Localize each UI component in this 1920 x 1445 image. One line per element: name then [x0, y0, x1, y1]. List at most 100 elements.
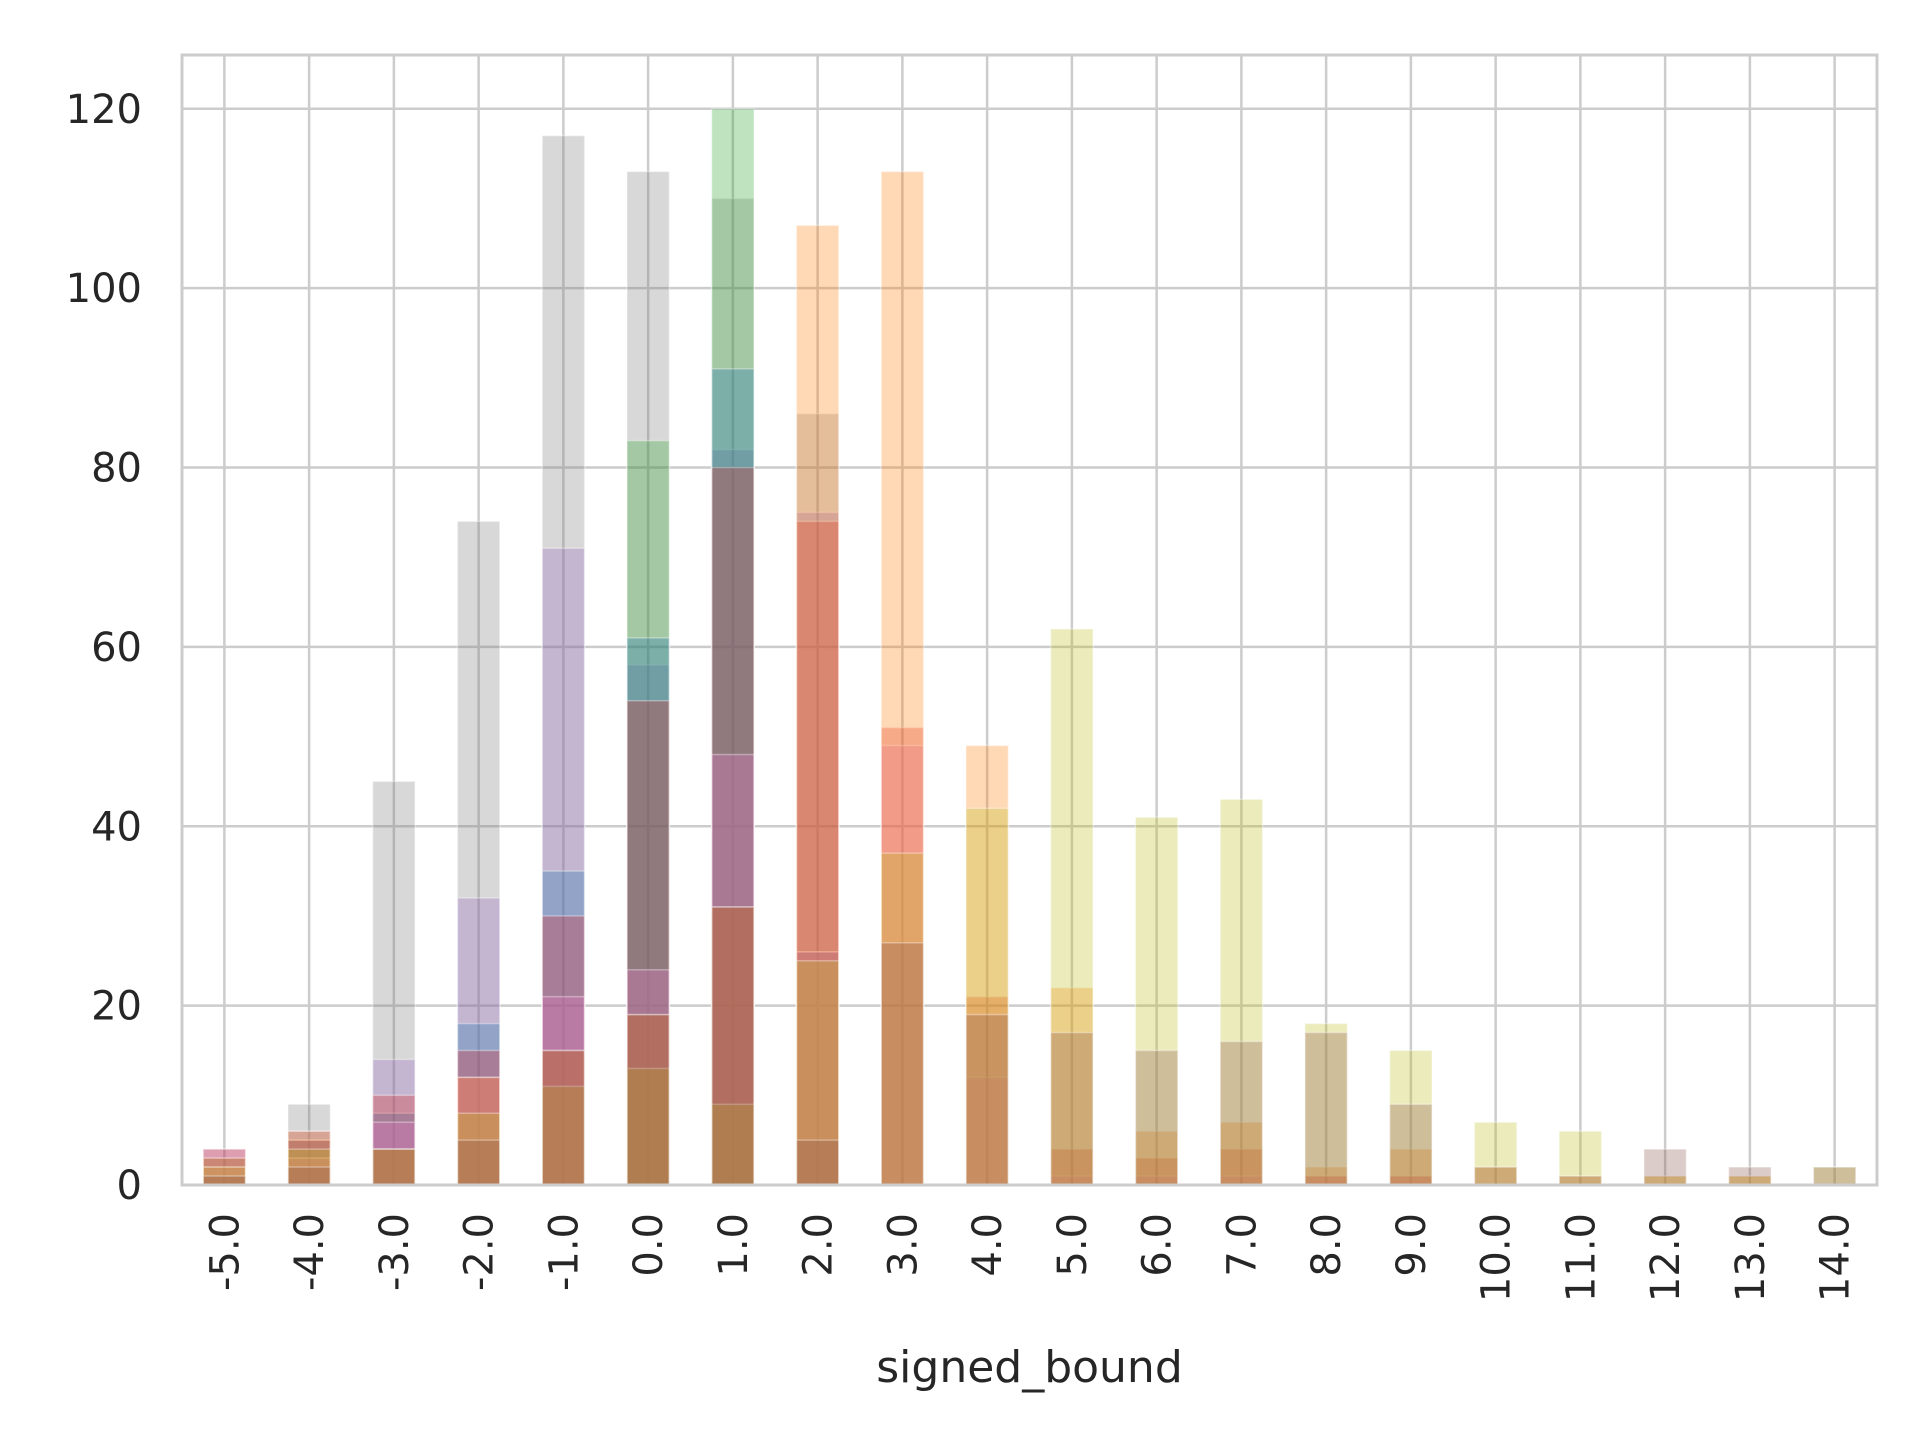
bar [965, 995, 1010, 1186]
bar [710, 1103, 755, 1186]
x-tick-label: -1.0 [541, 1213, 587, 1291]
bar [371, 1148, 416, 1186]
x-tick-label: 7.0 [1219, 1213, 1265, 1277]
bar [1473, 1166, 1518, 1186]
bar [1812, 1166, 1857, 1186]
bar-series [202, 134, 840, 1186]
bar [795, 951, 840, 1186]
bar [710, 108, 755, 1186]
bar [371, 1121, 416, 1186]
bar [202, 1148, 247, 1186]
bar [626, 439, 671, 1186]
x-tick-labels: -5.0 -4.0 -3.0 -2.0 -1.0 0.0 1.0 2.0 3.0 4.0 5.0 6.… [202, 1213, 1858, 1302]
x-tick-label: 8.0 [1304, 1213, 1350, 1277]
x-tick-label: 6.0 [1135, 1213, 1181, 1277]
bar [880, 744, 925, 1186]
y-tick-label: 0 [117, 1163, 142, 1209]
bar [1134, 816, 1179, 1186]
x-axis-label: signed_bound [876, 1342, 1183, 1393]
bar-series [202, 628, 1857, 1186]
bar [795, 1139, 840, 1186]
y-tick-label: 120 [66, 87, 142, 133]
bar [795, 520, 840, 1186]
bar-series [626, 108, 755, 1186]
x-tick-label: 3.0 [880, 1213, 926, 1277]
y-tick-labels: 0 20 40 60 80 100 120 [66, 87, 142, 1209]
bar [287, 1130, 332, 1186]
x-tick-label: -4.0 [287, 1213, 333, 1291]
bar-series [202, 744, 1433, 1186]
bar [1219, 1040, 1264, 1186]
bar [626, 637, 671, 1186]
bar [287, 1139, 332, 1186]
y-tick-label: 20 [91, 984, 142, 1030]
bar [287, 1157, 332, 1186]
bar [626, 1067, 671, 1186]
bar [626, 969, 671, 1186]
bar [541, 995, 586, 1186]
x-tick-label: 9.0 [1389, 1213, 1435, 1277]
bar [880, 942, 925, 1186]
bar [541, 870, 586, 1186]
bar [710, 368, 755, 1186]
bar [456, 897, 501, 1186]
bar-series [202, 906, 1857, 1186]
bar [626, 664, 671, 1186]
x-tick-label: 14.0 [1813, 1213, 1859, 1302]
bar [371, 1094, 416, 1186]
bar [626, 1013, 671, 1186]
bar [202, 1157, 247, 1186]
bar [795, 412, 840, 1186]
bar [371, 780, 416, 1186]
bar [1643, 1148, 1688, 1186]
bar [541, 134, 586, 1186]
bar [1219, 1148, 1264, 1186]
bar [965, 744, 1010, 1186]
bar [1049, 1031, 1094, 1186]
bar [1134, 1157, 1179, 1186]
y-tick-label: 60 [91, 625, 142, 671]
bar [710, 466, 755, 1186]
bar [1388, 1049, 1433, 1186]
bar [1304, 1031, 1349, 1186]
bar [287, 1166, 332, 1186]
bar [456, 1139, 501, 1186]
bar [287, 1148, 332, 1186]
x-tick-label: 11.0 [1558, 1213, 1604, 1302]
bar [880, 852, 925, 1186]
x-tick-label: -2.0 [457, 1213, 503, 1291]
bar [541, 1085, 586, 1186]
x-tick-label: 2.0 [796, 1213, 842, 1277]
bar [795, 511, 840, 1186]
bar [1388, 1148, 1433, 1186]
bar [1049, 986, 1094, 1186]
bar [965, 1013, 1010, 1186]
bar [1727, 1166, 1772, 1186]
bar [1219, 1121, 1264, 1186]
x-tick-label: -5.0 [202, 1213, 248, 1291]
bar [287, 1130, 332, 1186]
bar [626, 170, 671, 1186]
bar [710, 906, 755, 1186]
bar [287, 1103, 332, 1186]
bar [371, 1058, 416, 1186]
bar-series [202, 170, 1772, 1186]
x-tick-label: 1.0 [711, 1213, 757, 1277]
x-tick-label: 13.0 [1728, 1213, 1774, 1302]
bar [965, 807, 1010, 1186]
bar [371, 1148, 416, 1186]
y-tick-label: 40 [91, 804, 142, 850]
bar [626, 699, 671, 1186]
bar [1388, 1103, 1433, 1186]
bar [880, 726, 925, 1186]
x-tick-label: 12.0 [1643, 1213, 1689, 1302]
bar [202, 1148, 247, 1186]
x-tick-label: 10.0 [1474, 1213, 1520, 1302]
bar [1219, 798, 1264, 1186]
bar [541, 1049, 586, 1186]
bar [456, 1049, 501, 1186]
bar [1134, 1049, 1179, 1186]
bar [1558, 1130, 1603, 1186]
bar-series [202, 466, 1433, 1186]
